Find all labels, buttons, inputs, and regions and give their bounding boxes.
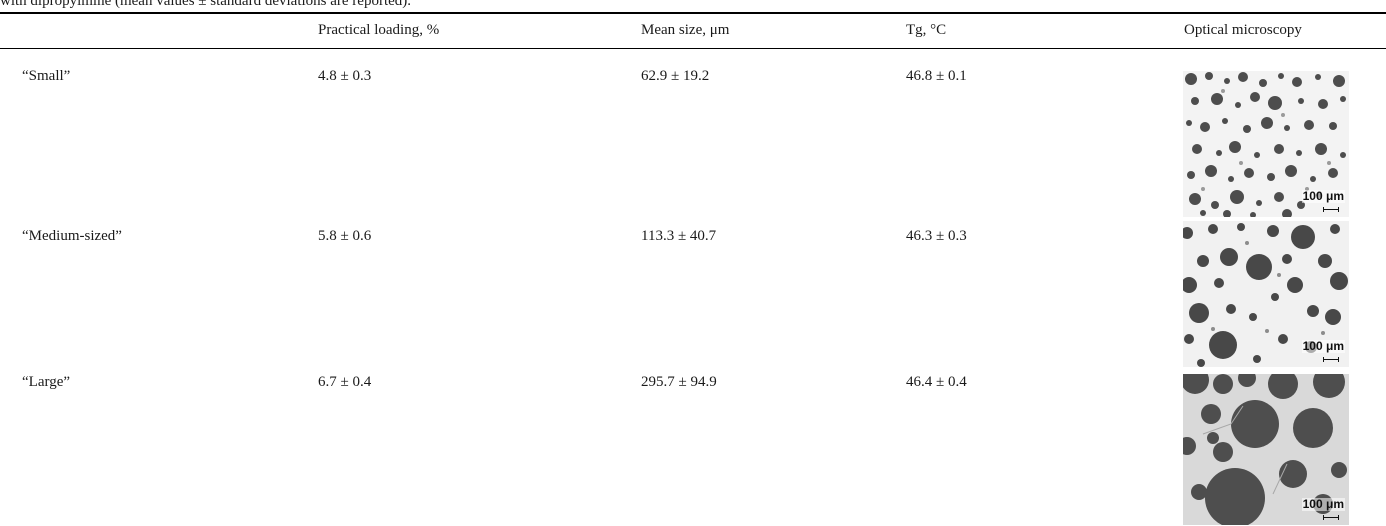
microscopy-image-large: 100 μm bbox=[1183, 374, 1349, 525]
scale-bar-label: 100 μm bbox=[1301, 189, 1345, 203]
practical-loading-value: 5.8 ± 0.6 bbox=[318, 228, 372, 244]
practical-loading-value: 6.7 ± 0.4 bbox=[318, 374, 372, 390]
header-tg: Tg, °C bbox=[906, 22, 947, 38]
header-optical-microscopy: Optical microscopy bbox=[1184, 22, 1302, 38]
header-mean-size: Mean size, μm bbox=[641, 22, 730, 38]
tg-value: 46.3 ± 0.3 bbox=[906, 228, 967, 244]
table-row: “Medium-sized” 5.8 ± 0.6 113.3 ± 40.7 46… bbox=[0, 221, 1386, 373]
sample-name: “Small” bbox=[22, 68, 71, 84]
top-rule bbox=[0, 12, 1386, 14]
sample-name: “Medium-sized” bbox=[22, 228, 122, 244]
scale-bar bbox=[1323, 515, 1339, 520]
scale-bar-label: 100 μm bbox=[1301, 339, 1345, 353]
table-row: “Large” 6.7 ± 0.4 295.7 ± 94.9 46.4 ± 0.… bbox=[0, 374, 1386, 526]
header-rule bbox=[0, 48, 1386, 49]
table-caption: with dipropylmine (mean values ± standar… bbox=[0, 0, 412, 9]
tg-value: 46.8 ± 0.1 bbox=[906, 68, 967, 84]
mean-size-value: 295.7 ± 94.9 bbox=[641, 374, 717, 390]
mean-size-value: 113.3 ± 40.7 bbox=[641, 228, 717, 244]
practical-loading-value: 4.8 ± 0.3 bbox=[318, 68, 372, 84]
microscopy-image-medium: 100 μm bbox=[1183, 221, 1349, 367]
scale-bar bbox=[1323, 207, 1339, 212]
table-row: “Small” 4.8 ± 0.3 62.9 ± 19.2 46.8 ± 0.1 bbox=[0, 68, 1386, 223]
scale-bar bbox=[1323, 357, 1339, 362]
mean-size-value: 62.9 ± 19.2 bbox=[641, 68, 710, 84]
microscopy-image-small: 100 μm bbox=[1183, 71, 1349, 217]
tg-value: 46.4 ± 0.4 bbox=[906, 374, 967, 390]
scale-bar-label: 100 μm bbox=[1301, 497, 1345, 511]
sample-name: “Large” bbox=[22, 374, 71, 390]
header-practical-loading: Practical loading, % bbox=[318, 22, 440, 38]
